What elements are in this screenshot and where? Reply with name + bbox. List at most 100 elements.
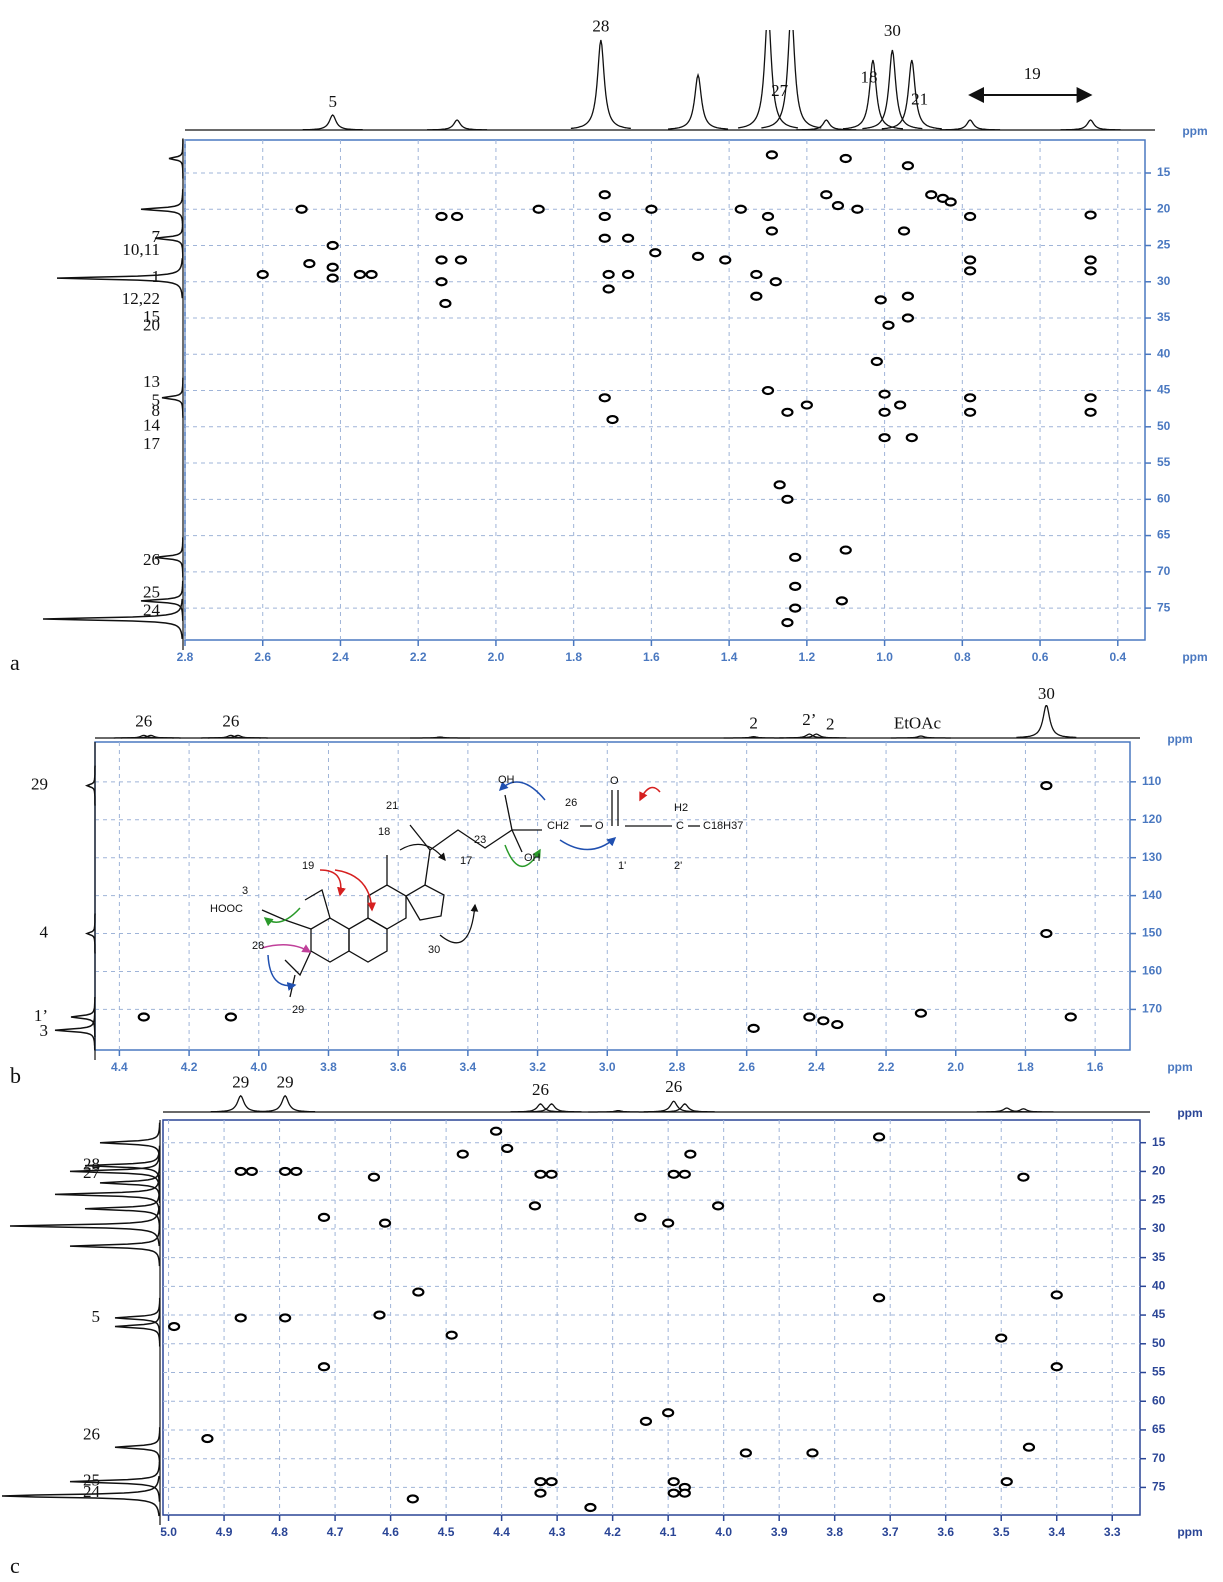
projection-peak	[99, 1122, 161, 1163]
x-tick-label: 3.6	[390, 1060, 407, 1074]
structure-label: 23	[474, 834, 486, 846]
cross-peak	[831, 201, 845, 211]
panel: 2.8 2.6 2.4 2.2 2.0 1.8 1.6 1.4 1.2 1.0 0.8 0.6 0.4 1…	[10, 17, 1208, 675]
hmbc-arrow	[319, 869, 346, 897]
cross-peak	[734, 204, 747, 214]
cross-peak	[645, 204, 658, 214]
panel-letter: c	[10, 1553, 20, 1578]
y-tick-label: 35	[1157, 310, 1171, 324]
x-tick-label: 4.0	[250, 1060, 267, 1074]
hmbc-arrow	[439, 903, 479, 944]
hmbc-arrow	[639, 786, 661, 802]
x-tick-label: 3.8	[320, 1060, 337, 1074]
projection-peak	[427, 119, 488, 131]
x-axis-label: ppm	[1177, 1525, 1202, 1539]
cross-peak	[1040, 781, 1053, 791]
x-axis-label: ppm	[1182, 650, 1207, 664]
cross-peak	[806, 1448, 819, 1458]
cross-peak	[878, 407, 891, 417]
cross-peak	[765, 226, 778, 236]
cross-peak	[454, 255, 468, 265]
cross-peak	[373, 1310, 386, 1320]
projection-peak	[69, 1226, 161, 1267]
peak-label: 5	[152, 390, 161, 409]
cross-peak	[234, 1166, 247, 1177]
cross-peak	[489, 1126, 503, 1136]
peak-label: 4	[40, 922, 49, 941]
cross-peak	[667, 1169, 680, 1179]
cross-peak	[201, 1433, 214, 1444]
projection-peak	[120, 734, 181, 739]
cross-peak	[406, 1494, 419, 1504]
cross-peak	[781, 407, 794, 417]
bond	[429, 829, 542, 851]
bond	[504, 794, 513, 831]
cross-peak	[765, 150, 778, 160]
cross-peak	[353, 269, 366, 280]
projection-peak	[69, 1461, 161, 1502]
cross-peak	[897, 226, 911, 236]
cross-peak	[598, 211, 611, 222]
structure-label: 30	[428, 944, 440, 956]
x-tick-label: 3.7	[882, 1525, 899, 1539]
cross-peak	[634, 1212, 647, 1222]
peak-label: 2’	[802, 710, 816, 729]
cross-peak	[739, 1448, 752, 1458]
cross-peak	[1084, 393, 1097, 403]
projection-peak	[1060, 119, 1121, 131]
x-tick-label: 2.2	[878, 1060, 895, 1074]
y-tick-label: 25	[1152, 1192, 1166, 1206]
y-tick-label: 40	[1152, 1279, 1166, 1293]
hmbc-arrow	[267, 954, 297, 991]
bond	[511, 829, 523, 853]
projection-peak	[42, 598, 183, 640]
cross-peak	[534, 1488, 547, 1498]
projection-peak	[786, 733, 847, 739]
cross-peak	[882, 320, 895, 330]
y-tick-label: 140	[1142, 888, 1162, 902]
y-tick-label: 60	[1157, 491, 1171, 505]
hmbc-arrow	[334, 869, 377, 912]
top-projection	[302, 30, 1121, 131]
y-tick-label: 20	[1157, 201, 1171, 215]
x-tick-label: 2.6	[738, 1060, 755, 1074]
bond	[284, 950, 312, 977]
x-tick-label: 2.0	[488, 650, 505, 664]
structure-label: 3	[242, 885, 248, 897]
cross-peak	[905, 433, 918, 443]
cross-peak	[621, 269, 635, 280]
cross-peak	[761, 385, 775, 396]
cross-peak	[295, 204, 308, 214]
projection-peak	[993, 1108, 1054, 1113]
structure-label: 26	[565, 797, 577, 809]
cross-peak	[1084, 255, 1097, 265]
peak-label: 5	[328, 92, 337, 111]
bond	[304, 889, 331, 919]
cross-peak	[450, 211, 464, 222]
x-tick-label: 2.2	[410, 650, 427, 664]
cross-peak	[435, 277, 448, 287]
cross-peak	[532, 204, 545, 214]
y-tick-label: 65	[1152, 1422, 1166, 1436]
projection-peak	[70, 997, 96, 1037]
peak-label: 10,11	[122, 240, 160, 259]
y-tick-label: 150	[1142, 926, 1162, 940]
x-axis-label: ppm	[1167, 1060, 1192, 1074]
panel: 4.4 4.2 4.0 3.8 3.6 3.4 3.2 3.0 2.8 2.6 2.4 2.2 2.0 1…	[10, 684, 1193, 1088]
hmbc-arrow	[498, 781, 546, 801]
projection-label: ppm	[1182, 124, 1207, 138]
x-tick-label: 1.0	[876, 650, 893, 664]
cross-peak	[800, 400, 813, 410]
structure-label: 21	[386, 800, 398, 812]
projection-peak	[84, 1188, 161, 1229]
peak-label: 13	[143, 372, 160, 391]
projection-peak	[643, 1100, 704, 1113]
cross-peak	[534, 1169, 547, 1179]
cross-peak	[317, 1362, 331, 1372]
cross-peak	[691, 251, 705, 261]
x-tick-label: 3.4	[460, 1060, 477, 1074]
cross-peak	[1084, 210, 1097, 220]
peak-label: 29	[31, 775, 48, 794]
y-tick-label: 50	[1157, 419, 1171, 433]
structure-label: OH	[524, 852, 541, 864]
